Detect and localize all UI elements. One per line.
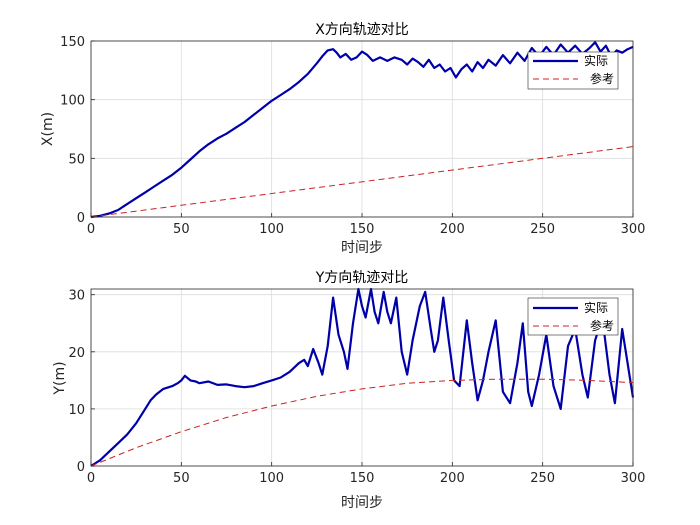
subplot-y: 0 50 100 150 200 250 300 0 10 20 30 Y方向轨迹对比 时间步 Y(… — [52, 270, 645, 511]
reference-series-line-y — [90, 378, 634, 467]
y-tick-label: 150 — [60, 35, 85, 50]
x-axis-label-x: 时间步 — [341, 240, 383, 256]
x-tick-label: 250 — [530, 222, 555, 237]
legend-box-y — [527, 297, 619, 336]
y-tick-label: 50 — [68, 152, 85, 167]
x-tick-label: 0 — [87, 471, 95, 486]
y-tick-label: 0 — [77, 211, 85, 226]
reference-series-line-x — [90, 146, 634, 218]
legend-box-x — [527, 51, 619, 90]
x-tick-label: 100 — [259, 471, 284, 486]
legend-y: 实际 参考 — [527, 297, 619, 336]
x-tick-label: 50 — [173, 471, 190, 486]
actual-series-line-y — [90, 287, 635, 467]
x-tick-label: 250 — [530, 471, 555, 486]
y-tick-label: 100 — [60, 94, 85, 109]
legend-label-reference-x: 参考 — [590, 71, 614, 86]
chart-title-x: X方向轨迹对比 — [315, 22, 409, 38]
x-tick-label: 200 — [440, 471, 465, 486]
legend-x: 实际 参考 — [527, 51, 619, 90]
legend-label-actual-x: 实际 — [584, 53, 608, 68]
y-axis-label-x: X(m) — [40, 112, 56, 146]
x-tick-label: 0 — [87, 222, 95, 237]
y-tick-label: 10 — [68, 403, 85, 418]
ticks-y: 0 50 100 150 200 250 300 0 10 20 30 — [68, 289, 645, 486]
y-axis-label-y: Y(m) — [52, 361, 68, 395]
ticks-x: 0 50 100 150 200 250 300 0 50 100 150 — [60, 35, 645, 237]
x-tick-label: 150 — [350, 471, 375, 486]
x-axis-label-y: 时间步 — [341, 495, 383, 511]
y-tick-label: 0 — [77, 460, 85, 475]
x-tick-label: 300 — [621, 471, 646, 486]
x-tick-label: 200 — [440, 222, 465, 237]
y-tick-label: 20 — [68, 346, 85, 361]
y-tick-label: 30 — [68, 289, 85, 304]
x-tick-label: 50 — [173, 222, 190, 237]
x-tick-label: 300 — [621, 222, 646, 237]
plot-area-y — [90, 287, 635, 467]
x-tick-label: 100 — [259, 222, 284, 237]
chart-title-y: Y方向轨迹对比 — [315, 270, 409, 286]
legend-label-reference-y: 参考 — [590, 318, 614, 333]
legend-label-actual-y: 实际 — [584, 300, 608, 315]
x-tick-label: 150 — [350, 222, 375, 237]
